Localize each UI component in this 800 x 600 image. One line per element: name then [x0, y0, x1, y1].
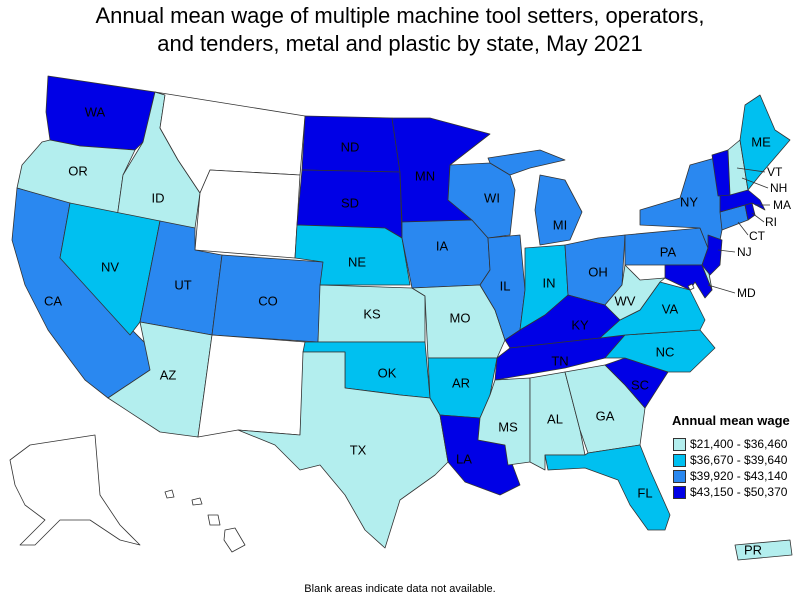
- label-ID: ID: [152, 190, 165, 205]
- state-HI[interactable]: [164, 489, 246, 553]
- legend-item: $39,920 - $43,140: [672, 468, 800, 484]
- label-LA: LA: [456, 451, 472, 466]
- label-MA: MA: [773, 198, 791, 212]
- label-OH: OH: [588, 264, 608, 279]
- label-WI: WI: [484, 190, 500, 205]
- label-IN: IN: [543, 275, 556, 290]
- label-AZ: AZ: [160, 367, 177, 382]
- legend-title: Annual mean wage: [672, 413, 790, 428]
- label-IA: IA: [436, 238, 449, 253]
- state-SC[interactable]: [604, 357, 669, 409]
- state-ME[interactable]: [739, 94, 791, 191]
- state-PR[interactable]: [734, 539, 793, 561]
- label-VT: VT: [767, 165, 783, 179]
- footnote: Blank areas indicate data not available.: [304, 583, 496, 595]
- state-KS[interactable]: [317, 284, 426, 343]
- label-NH: NH: [770, 181, 787, 195]
- label-AR: AR: [452, 375, 470, 390]
- legend-swatch: [673, 437, 686, 451]
- label-OR: OR: [68, 163, 88, 178]
- label-PA: PA: [660, 244, 677, 259]
- title-line-1: Annual mean wage of multiple machine too…: [95, 3, 705, 28]
- state-MA[interactable]: [719, 189, 766, 213]
- legend-label: $36,670 - $39,640: [690, 453, 788, 467]
- state-IA[interactable]: [401, 219, 491, 289]
- label-TN: TN: [551, 353, 568, 368]
- legend-label: $21,400 - $36,460: [690, 437, 788, 451]
- state-NM[interactable]: [197, 334, 306, 438]
- legend-label: $39,920 - $43,140: [690, 469, 788, 483]
- label-WA: WA: [85, 104, 106, 119]
- label-TX: TX: [350, 442, 367, 457]
- label-NY: NY: [680, 194, 698, 209]
- label-NJ: NJ: [737, 245, 752, 259]
- label-KY: KY: [571, 317, 589, 332]
- label-NV: NV: [101, 259, 119, 274]
- state-NJ[interactable]: [701, 234, 723, 276]
- legend-item: $36,670 - $39,640: [672, 452, 800, 468]
- state-TX[interactable]: [237, 351, 449, 549]
- state-AK[interactable]: [9, 434, 141, 546]
- callout-lines: [707, 167, 770, 294]
- state-FL[interactable]: [544, 444, 671, 531]
- title-line-2: and tenders, metal and plastic by state,…: [157, 31, 643, 56]
- label-MI: MI: [553, 217, 567, 232]
- label-OK: OK: [378, 365, 397, 380]
- label-NC: NC: [656, 344, 675, 359]
- legend: Annual mean wage $21,400 - $36,460 $36,6…: [672, 413, 800, 500]
- state-NE[interactable]: [294, 224, 411, 286]
- label-PR: PR: [744, 542, 762, 557]
- label-MO: MO: [450, 310, 471, 325]
- label-CO: CO: [258, 293, 278, 308]
- label-IL: IL: [500, 278, 511, 293]
- label-GA: GA: [596, 408, 615, 423]
- label-NE: NE: [348, 254, 366, 269]
- state-DC[interactable]: [687, 283, 695, 291]
- label-KS: KS: [363, 306, 381, 321]
- legend-item: $43,150 - $50,370: [672, 484, 800, 500]
- map-title: Annual mean wage of multiple machine too…: [0, 2, 800, 58]
- label-FL: FL: [637, 485, 652, 500]
- label-MS: MS: [498, 419, 518, 434]
- label-ME: ME: [751, 134, 771, 149]
- label-RI: RI: [765, 215, 777, 229]
- state-WY[interactable]: [194, 169, 301, 259]
- label-ND: ND: [341, 139, 360, 154]
- label-UT: UT: [174, 277, 191, 292]
- label-SD: SD: [341, 195, 359, 210]
- label-MN: MN: [415, 168, 435, 183]
- label-CA: CA: [44, 293, 62, 308]
- legend-label: $43,150 - $50,370: [690, 485, 788, 499]
- label-CT: CT: [749, 229, 766, 243]
- legend-swatch: [673, 469, 686, 483]
- label-SC: SC: [631, 377, 649, 392]
- legend-swatch: [673, 485, 686, 499]
- legend-swatch: [673, 453, 686, 467]
- label-WV: WV: [615, 293, 636, 308]
- label-MD: MD: [737, 286, 756, 300]
- label-VA: VA: [662, 301, 679, 316]
- state-NV[interactable]: [59, 202, 161, 336]
- label-AL: AL: [547, 411, 563, 426]
- legend-item: $21,400 - $36,460: [672, 436, 800, 452]
- state-MI[interactable]: [487, 149, 583, 246]
